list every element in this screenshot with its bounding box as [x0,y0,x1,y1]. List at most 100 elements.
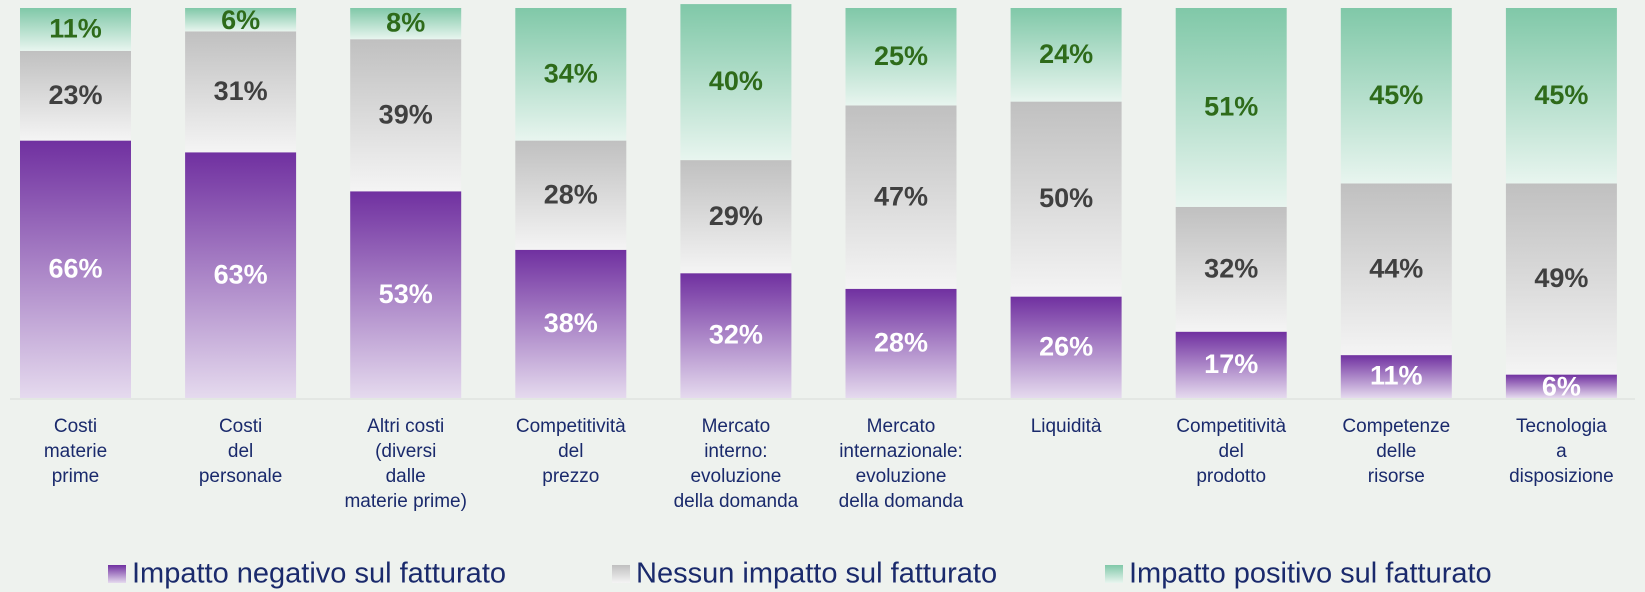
x-tick-label-line: risorse [1368,466,1425,487]
value-label: 24% [1039,39,1093,69]
value-label: 32% [709,320,763,350]
value-label: 31% [214,76,268,106]
x-tick-label: Competitività del prodotto [1176,416,1286,487]
x-tick-label-line: evoluzione [690,466,781,487]
value-label: 39% [379,99,433,129]
x-tick-label: Competenze delle risorse [1342,416,1450,487]
value-label: 45% [1369,80,1423,110]
x-tick-label-line: delle [1376,441,1416,462]
value-label: 29% [709,201,763,231]
x-tick-label: Mercato internazionale: evoluzione della do… [839,416,964,512]
bar-segment [350,39,462,192]
x-tick-label-line: della domanda [674,491,799,512]
x-tick-label-line: della domanda [839,491,964,512]
bar-segment [845,105,957,289]
legend-label: Nessun impatto sul fatturato [636,558,997,590]
bar-segment [1505,374,1617,398]
legend-label: Impatto negativo sul fatturato [132,558,506,590]
value-label: 63% [214,259,268,289]
x-tick-label-line: Mercato [702,416,771,437]
bar-segment [1175,331,1287,398]
x-tick-label-line: prezzo [542,466,599,487]
x-tick-label: Liquidità [1031,416,1102,437]
bar-segment [1175,206,1287,332]
value-label: 38% [544,308,598,338]
x-tick-label-line: Liquidità [1031,416,1102,437]
x-tick-label-line: prodotto [1196,466,1266,487]
bar-segment [1010,8,1122,102]
x-tick-label-line: Tecnologia [1516,416,1607,437]
x-tick-label-line: disposizione [1509,466,1614,487]
legend-swatch [612,565,630,583]
bar-segment [1505,183,1617,375]
bar-segment [185,152,297,398]
value-label: 11% [49,14,102,44]
x-tick-label-line: del [1219,441,1244,462]
bar-segment [20,140,131,398]
x-tick-label-line: personale [199,466,282,487]
value-label: 28% [874,328,928,358]
bar-segment [1340,183,1452,356]
x-tick-label: Altri costi (diversi dalle materie prime) [344,416,466,512]
x-tick-label-line: Altri costi [367,416,444,437]
value-label: 51% [1204,92,1258,122]
x-tick-label-line: (diversi [375,441,436,462]
bar-segment [1175,8,1287,207]
bar-segment [1505,8,1617,184]
x-tick-label: Costi del personale [199,416,282,487]
value-label: 45% [1534,80,1588,110]
x-tick-label-line: Mercato [867,416,936,437]
x-tick-label: Costi materie prime [44,416,107,487]
x-tick-label-line: Costi [54,416,97,437]
x-tick-label-line: materie [44,441,107,462]
bar-segment [185,8,297,32]
value-label: 44% [1369,253,1423,283]
value-label: 8% [386,8,425,38]
bar-segment [515,249,627,398]
bar-segment [515,140,627,250]
value-label: 53% [379,279,433,309]
bar-segment [845,8,957,106]
x-tick-label: Mercato interno: evoluzione della domanda [674,416,799,512]
value-label: 32% [1204,253,1258,283]
x-tick-label-line: Costi [219,416,262,437]
value-label: 28% [544,179,598,209]
value-label: 66% [48,253,102,283]
value-label: 11% [1370,361,1423,391]
bar-segment [1340,8,1452,184]
bar-segment [1010,296,1122,398]
x-tick-label-line: materie prime) [344,491,466,512]
value-label: 6% [1542,372,1581,402]
bar-segment [845,288,957,398]
x-tick-label-line: del [228,441,253,462]
bar-segment [680,160,792,274]
legend-label: Impatto positivo sul fatturato [1129,558,1492,590]
bar-segment [20,50,131,141]
bar-segment [1340,355,1452,398]
value-label: 49% [1534,263,1588,293]
value-label: 6% [221,5,260,35]
x-tick-label-line: interno: [704,441,767,462]
x-tick-label-line: dalle [386,466,426,487]
bar-segment [350,8,462,40]
value-label: 26% [1039,331,1093,361]
x-tick-label-line: prime [52,466,100,487]
x-tick-label-line: a [1556,441,1567,462]
value-label: 25% [874,41,928,71]
x-tick-label-line: Competitività [516,416,626,437]
x-tick-label: Tecnologia a disposizione [1509,416,1614,487]
legend-swatch [108,565,126,583]
bar-segment [1010,101,1122,297]
x-tick-label-line: Competenze [1342,416,1450,437]
value-label: 34% [544,58,598,88]
x-tick-label-line: internazionale: [839,441,963,462]
x-tick-label-line: evoluzione [856,466,947,487]
x-tick-label-line: Competitività [1176,416,1286,437]
bar-segment [680,273,792,398]
x-tick-label-line: del [558,441,583,462]
value-label: 50% [1039,183,1093,213]
value-label: 23% [48,80,102,110]
value-label: 17% [1204,349,1258,379]
bar-segment [515,8,627,141]
